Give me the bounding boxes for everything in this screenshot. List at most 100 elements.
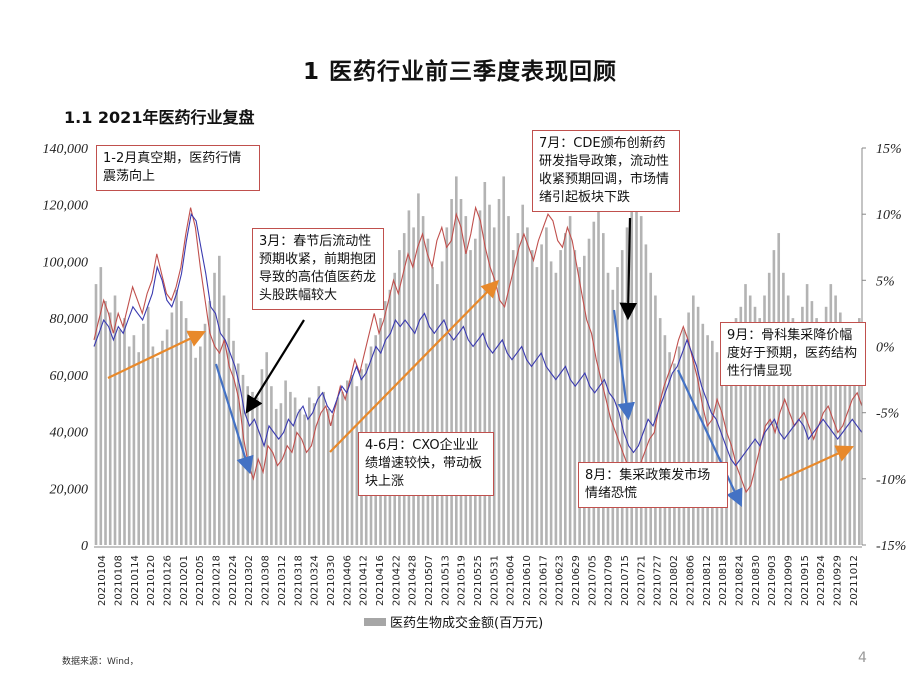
- left-tick-label: 100,000: [43, 255, 89, 270]
- bar: [545, 227, 548, 545]
- bar: [730, 329, 733, 545]
- bar: [289, 391, 292, 545]
- bar: [379, 318, 382, 545]
- bar: [497, 199, 501, 545]
- bar: [810, 301, 814, 545]
- bar: [255, 397, 259, 545]
- right-axis: 15% 10% 5% 0% -5% -10% -15%: [861, 142, 906, 554]
- bar: [583, 255, 586, 546]
- bar: [511, 250, 515, 545]
- left-tick-label: 120,000: [43, 199, 89, 214]
- bar: [265, 352, 269, 545]
- left-axis: 0 20,000 40,000 60,000 80,000 100,000 120,000 1…: [43, 142, 89, 554]
- bar: [232, 340, 235, 545]
- x-tick-label: 20210224: [228, 555, 239, 606]
- x-tick-label: 20210812: [702, 555, 713, 606]
- bar: [222, 295, 226, 545]
- bar: [673, 363, 676, 545]
- bar: [464, 216, 468, 545]
- x-tick-label: 20210525: [473, 555, 484, 606]
- bar: [421, 216, 425, 545]
- bar: [440, 261, 444, 545]
- x-tick-label: 20210428: [408, 555, 419, 606]
- x-tick-label: 20210604: [506, 555, 517, 606]
- x-tick-label: 20210308: [261, 555, 272, 606]
- bar: [393, 272, 397, 545]
- bar: [203, 323, 207, 545]
- x-tick-label: 20210623: [555, 555, 566, 606]
- bar: [94, 284, 98, 545]
- x-tick-label: 20210924: [816, 555, 827, 606]
- bar: [170, 312, 174, 545]
- bar: [137, 352, 141, 545]
- data-source: 数据来源：Wind，: [62, 657, 139, 667]
- bar: [858, 318, 861, 545]
- bar: [658, 318, 662, 545]
- x-tick-label: 20210302: [244, 555, 255, 606]
- bar: [530, 250, 534, 545]
- bar: [127, 346, 131, 545]
- bar: [341, 391, 344, 545]
- bar: [260, 369, 264, 545]
- bar: [649, 272, 653, 545]
- bar: [796, 329, 799, 545]
- bar: [535, 267, 539, 545]
- x-tick-label: 20210830: [751, 555, 762, 606]
- bar: [516, 233, 520, 545]
- bar: [156, 357, 159, 545]
- bar: [132, 335, 136, 545]
- bar-series: [94, 176, 861, 546]
- section-subtitle: 1.1 2021年医药行业复盘: [64, 108, 255, 127]
- bar: [199, 346, 202, 545]
- right-tick-label: -15%: [876, 539, 906, 554]
- left-tick-label: 60,000: [50, 369, 89, 384]
- pointer-mar: [245, 319, 305, 414]
- bar: [308, 397, 311, 545]
- bar: [478, 210, 482, 545]
- bar: [331, 414, 335, 545]
- bar: [113, 295, 117, 545]
- bar: [417, 193, 420, 545]
- x-tick-label: 20210324: [310, 555, 321, 606]
- bar: [592, 221, 596, 545]
- page-title: 1 医药行业前三季度表现回顾: [302, 59, 617, 85]
- bar: [492, 227, 496, 545]
- bar: [597, 204, 600, 545]
- bar: [213, 272, 216, 545]
- x-tick-label: 20210422: [391, 555, 402, 606]
- x-tick-label: 20210507: [424, 555, 435, 606]
- x-tick-label: 20210709: [604, 555, 615, 606]
- bar: [184, 318, 188, 545]
- bar: [383, 301, 387, 545]
- red-line-series: [93, 205, 863, 494]
- bar: [317, 386, 321, 545]
- bar: [573, 250, 577, 545]
- bar: [616, 267, 619, 545]
- left-tick-label: 40,000: [50, 426, 89, 441]
- x-tick-label: 20210114: [130, 555, 141, 606]
- x-tick-label: 20210318: [293, 555, 304, 606]
- bar: [108, 312, 112, 545]
- bar: [298, 408, 302, 545]
- bar: [194, 357, 197, 545]
- bar: [402, 233, 406, 545]
- annotation-mar: 3月：春节后流动性预期收紧，前期抱团导致的高估值医药龙头股跌幅较大: [252, 228, 384, 310]
- bar: [123, 318, 126, 545]
- x-tick-label: 20210909: [784, 555, 795, 606]
- bar: [791, 318, 795, 545]
- bar: [388, 289, 392, 545]
- bar: [782, 272, 785, 545]
- bar: [165, 329, 169, 545]
- x-tick-label: 20210721: [636, 555, 647, 606]
- bar: [578, 267, 581, 545]
- bar: [620, 250, 624, 545]
- bar: [744, 284, 747, 545]
- bar: [630, 199, 634, 545]
- bar: [336, 397, 340, 545]
- bar: [146, 306, 150, 545]
- bar: [559, 250, 562, 545]
- right-tick-label: -10%: [876, 473, 906, 488]
- x-tick-label: 20210312: [277, 555, 288, 606]
- bar: [118, 329, 122, 545]
